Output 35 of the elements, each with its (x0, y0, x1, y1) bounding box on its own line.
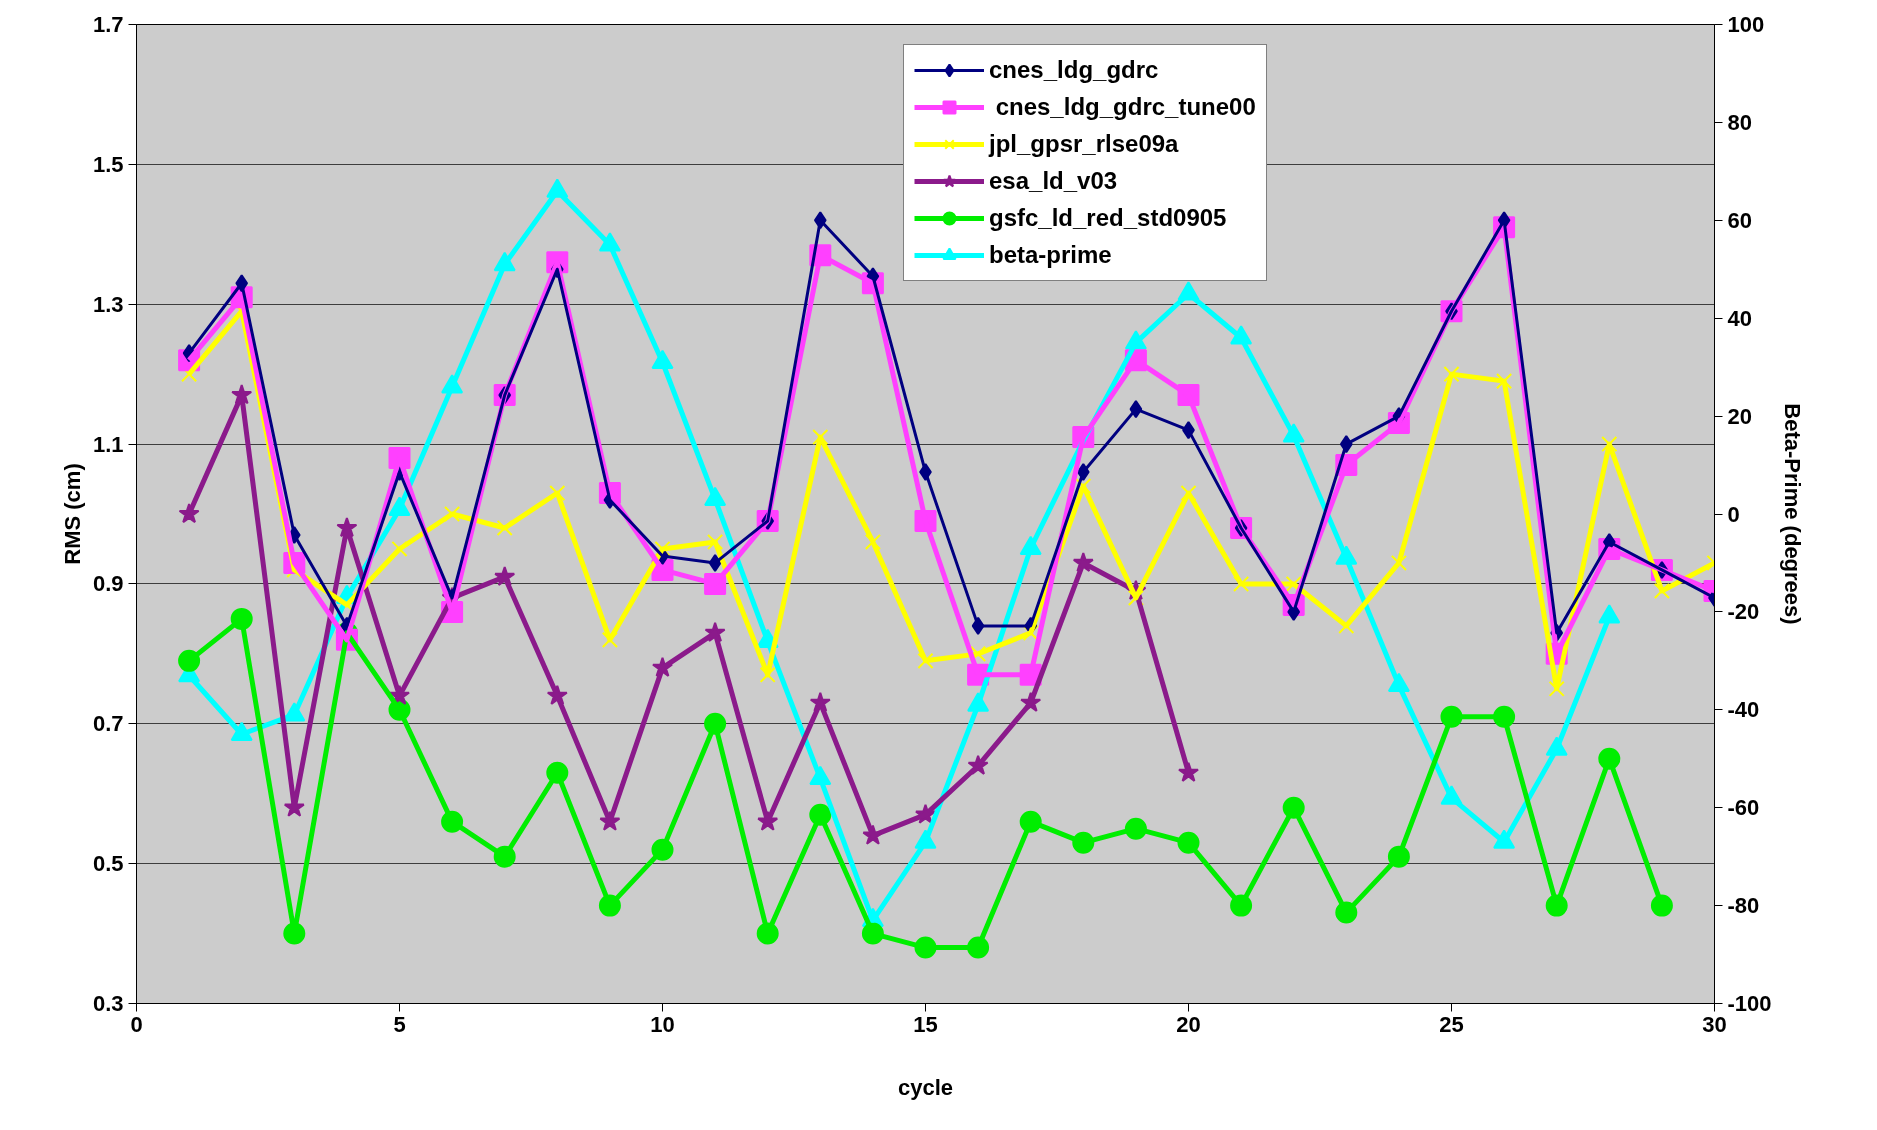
y2-tick-label: -60 (1727, 795, 1760, 821)
x-tick-label: 10 (650, 1011, 675, 1037)
x-tick-label: 0 (130, 1011, 143, 1037)
y-tick-label: 1.3 (92, 291, 124, 317)
x-tick-label: 20 (1176, 1011, 1201, 1037)
legend-label: gsfc_ld_red_std0905 (989, 203, 1227, 233)
y-tick-label: 0.9 (92, 571, 124, 597)
y2-tick-label: 80 (1727, 109, 1752, 135)
legend-label: cnes_ldg_gdrc (989, 55, 1159, 85)
legend-label: cnes_ldg_gdrc_tune00 (994, 92, 1256, 122)
x-tick-label: 25 (1439, 1011, 1464, 1037)
legend-label: beta-prime (989, 240, 1112, 270)
y2-tick-label: 20 (1727, 403, 1752, 429)
y2-tick-label: 60 (1727, 207, 1752, 233)
legend-label: jpl_gpsr_rlse09a (989, 129, 1179, 159)
legend-label: esa_ld_v03 (989, 166, 1118, 196)
y2-tick-label: -20 (1727, 599, 1760, 625)
y2-tick-label: 40 (1727, 305, 1752, 331)
y-tick-label: 1.7 (92, 12, 124, 37)
y2-axis-title: Beta-Prime (degrees) (1779, 403, 1805, 625)
x-tick-label: 5 (393, 1011, 406, 1037)
y-tick-label: 0.5 (92, 851, 124, 877)
x-tick-label: 30 (1702, 1011, 1727, 1037)
y-tick-label: 0.3 (92, 991, 124, 1016)
y2-tick-label: 100 (1727, 12, 1765, 37)
y-tick-label: 1.1 (92, 431, 124, 457)
x-axis-title: cycle (897, 1074, 954, 1100)
y-tick-label: 0.7 (92, 711, 124, 737)
y2-tick-label: 0 (1727, 501, 1740, 527)
y-axis-title: RMS (cm) (59, 463, 85, 565)
y2-tick-label: -100 (1727, 991, 1772, 1016)
y2-tick-label: -40 (1727, 697, 1760, 723)
y2-tick-label: -80 (1727, 893, 1760, 919)
x-tick-label: 15 (913, 1011, 938, 1037)
y-tick-label: 1.5 (92, 151, 124, 177)
